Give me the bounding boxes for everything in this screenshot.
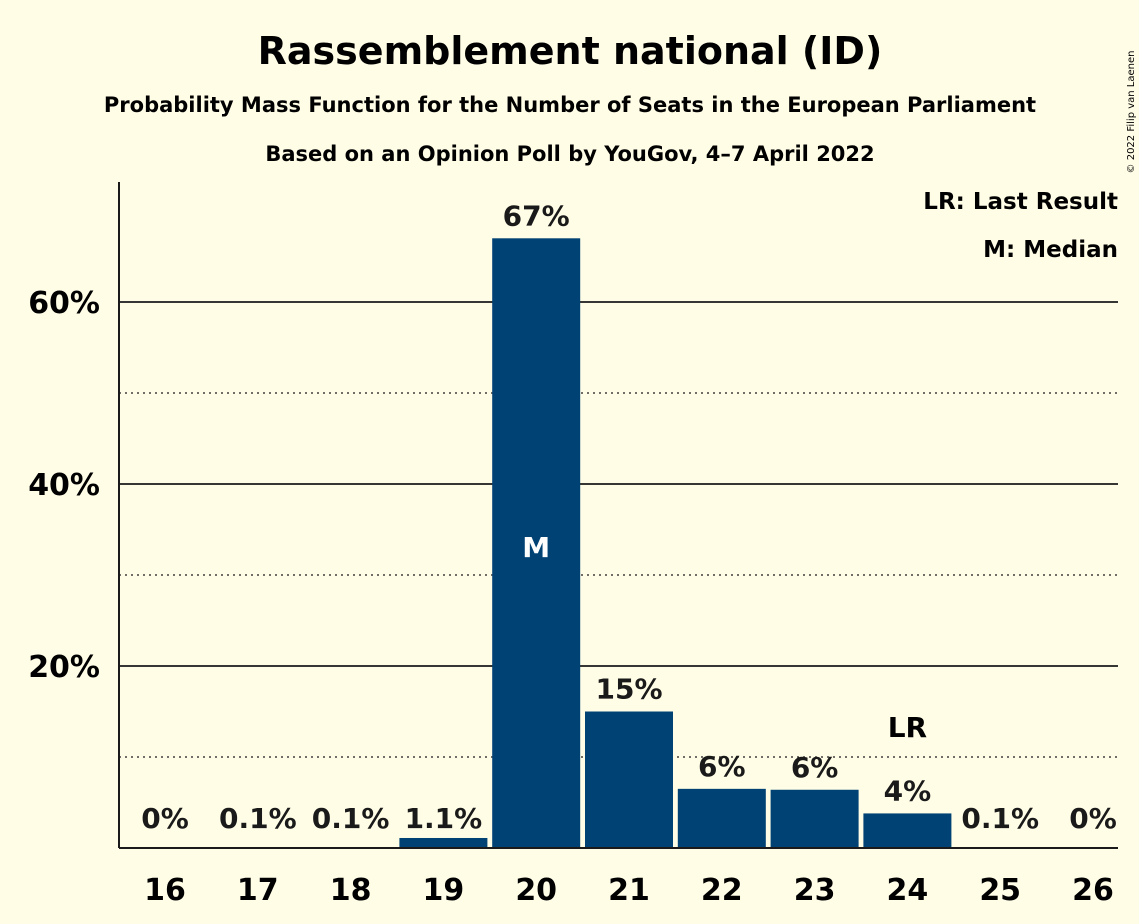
y-tick-label: 40%: [28, 468, 100, 503]
x-tick-label: 23: [794, 873, 836, 908]
bar: [492, 238, 581, 849]
bar: [585, 711, 673, 848]
value-label: 1.1%: [405, 802, 483, 835]
value-label: 0.1%: [219, 802, 297, 835]
value-label: 15%: [595, 673, 662, 706]
x-tick-label: 22: [701, 873, 743, 908]
x-tick-label: 26: [1072, 873, 1114, 908]
last-result-marker: LR: [888, 711, 927, 744]
value-label: 0.1%: [961, 802, 1039, 835]
value-label: 0%: [1069, 802, 1117, 835]
value-label: 0%: [141, 802, 189, 835]
x-tick-label: 25: [979, 873, 1021, 908]
value-label: 67%: [503, 199, 570, 232]
x-tick-label: 21: [608, 873, 650, 908]
bar: [399, 837, 488, 848]
value-label: 6%: [698, 750, 746, 783]
x-tick-label: 17: [237, 873, 279, 908]
y-axis-labels: 20% 40% 60%: [28, 286, 100, 685]
y-tick-label: 20%: [28, 650, 100, 685]
value-label: 0.1%: [312, 802, 390, 835]
bars: [213, 238, 1045, 849]
median-marker: M: [522, 531, 550, 564]
bar: [677, 788, 766, 848]
bar: [863, 813, 952, 848]
chart-title: Rassemblement national (ID): [258, 29, 883, 73]
x-axis-labels: 16 17 18 19 20 21 22 23 24 25 26: [144, 873, 1114, 908]
value-label: 4%: [884, 774, 932, 807]
x-tick-label: 18: [330, 873, 372, 908]
x-tick-label: 24: [887, 873, 929, 908]
x-tick-label: 20: [515, 873, 557, 908]
x-tick-label: 19: [423, 873, 465, 908]
bar: [770, 789, 859, 848]
axes: [118, 182, 1118, 849]
legend-median: M: Median: [983, 237, 1118, 263]
value-label: 6%: [791, 751, 839, 784]
chart-subtitle: Probability Mass Function for the Number…: [104, 93, 1036, 117]
x-tick-label: 16: [144, 873, 186, 908]
legend-last-result: LR: Last Result: [923, 189, 1118, 215]
y-tick-label: 60%: [28, 286, 100, 321]
chart-subtitle-source: Based on an Opinion Poll by YouGov, 4–7 …: [265, 142, 874, 166]
value-labels: 0% 0.1% 0.1% 1.1% 67% 15% 6% 6% 4% 0.1% 0% M LR: [141, 199, 1117, 835]
copyright: © 2022 Filip van Laenen: [1126, 51, 1137, 174]
